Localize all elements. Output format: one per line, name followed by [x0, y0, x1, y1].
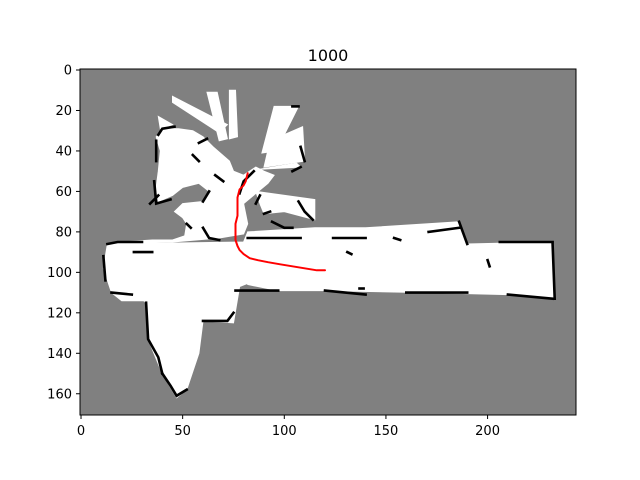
free-region-1 — [157, 115, 174, 130]
y-tick-label-80: 80 — [55, 225, 72, 240]
obstacle-12 — [262, 209, 272, 216]
occupancy-map — [101, 89, 557, 399]
obstacle-8 — [184, 221, 193, 230]
obstacle-13 — [270, 220, 294, 230]
obstacle-29 — [101, 254, 107, 282]
free-region-3 — [206, 91, 228, 142]
plot-frame — [79, 68, 577, 416]
obstacle-5 — [190, 153, 201, 163]
obstacle-17 — [290, 165, 303, 173]
obstacle-23 — [551, 242, 557, 301]
y-tick-label-20: 20 — [55, 104, 72, 119]
x-tick-label-200: 200 — [475, 424, 500, 439]
obstacle-37 — [485, 258, 492, 268]
obstacle-36 — [345, 250, 354, 256]
y-tick-label-60: 60 — [55, 185, 72, 200]
obstacle-14 — [296, 199, 315, 222]
obstacle-30 — [110, 291, 134, 297]
obstacle-2 — [152, 179, 173, 206]
y-tick-label-100: 100 — [47, 266, 72, 281]
obstacle-4 — [197, 137, 209, 145]
obstacle-33 — [201, 310, 236, 323]
robot-path — [234, 172, 326, 272]
obstacle-25 — [323, 289, 368, 297]
free-region-7 — [259, 162, 302, 170]
y-tick-label-0: 0 — [64, 64, 72, 79]
y-axis: 0 20 40 60 80 100 120 140 160 — [47, 64, 80, 402]
obstacle-20 — [427, 226, 461, 234]
obstacle-21 — [457, 220, 469, 246]
y-tick-label-140: 140 — [47, 347, 72, 362]
y-tick-label-120: 120 — [47, 306, 72, 321]
obstacle-31 — [144, 301, 164, 376]
obstacle-7 — [201, 189, 211, 204]
obstacle-28 — [105, 240, 144, 246]
path-line — [234, 172, 326, 272]
obstacle-11 — [254, 193, 262, 206]
free-region-4 — [228, 89, 239, 140]
x-tick-label-50: 50 — [174, 424, 191, 439]
obstacle-32 — [160, 371, 189, 398]
obstacle-9 — [201, 226, 221, 242]
x-tick-label-0: 0 — [77, 424, 85, 439]
obstacle-6 — [213, 173, 226, 184]
obstacle-3 — [148, 193, 161, 206]
obstacle-16 — [298, 145, 307, 163]
chart-title: 1000 — [308, 46, 349, 65]
y-tick-label-40: 40 — [55, 144, 72, 159]
obstacle-24 — [506, 293, 555, 301]
x-axis: 0 50 100 150 200 — [77, 415, 500, 439]
x-tick-label-150: 150 — [374, 424, 399, 439]
y-tick-label-160: 160 — [47, 387, 72, 402]
obstacle-0 — [156, 125, 176, 137]
x-tick-label-100: 100 — [272, 424, 297, 439]
obstacle-35 — [392, 236, 402, 242]
